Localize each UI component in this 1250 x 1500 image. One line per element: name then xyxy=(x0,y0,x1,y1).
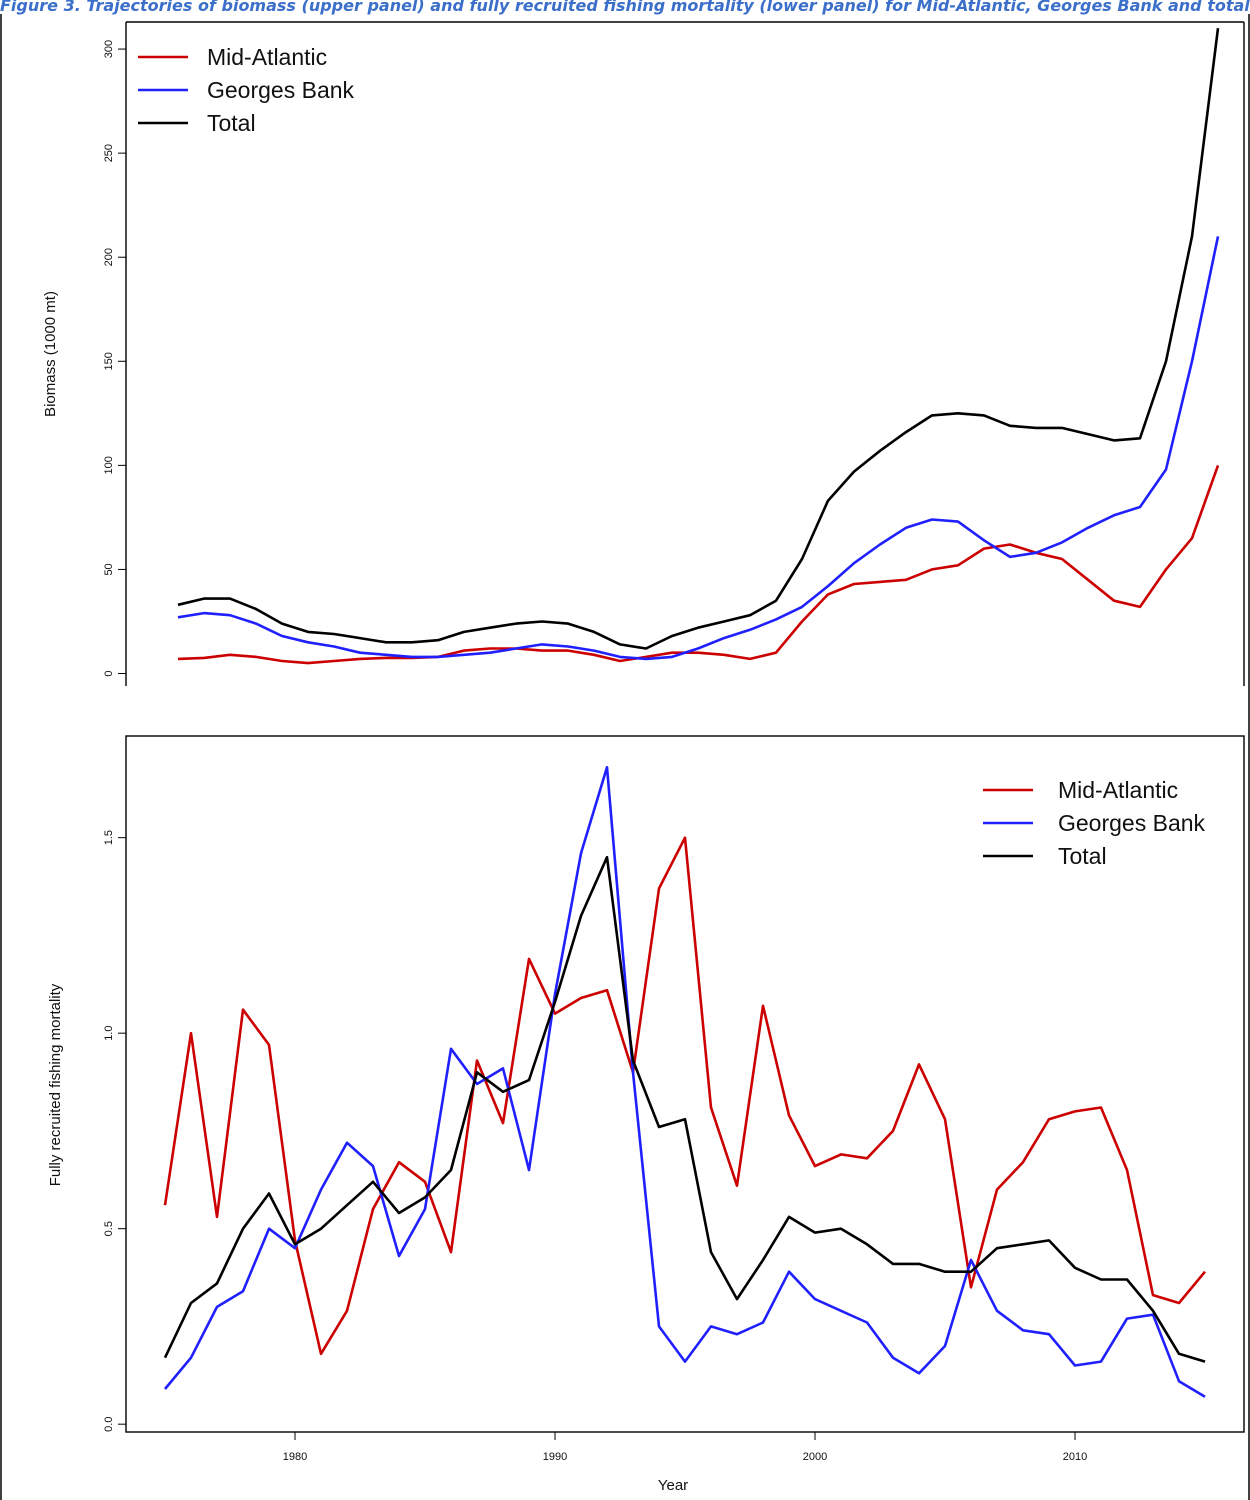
biomass-y-tick-label: 50 xyxy=(103,563,115,575)
mortality-y-tick-label: 0.5 xyxy=(103,1221,115,1236)
biomass-y-tick-label: 100 xyxy=(103,456,115,474)
mortality-x-tick-label: 2000 xyxy=(803,1451,827,1463)
biomass-legend-label-georges-bank: Georges Bank xyxy=(207,77,355,103)
mortality-x-tick-label: 2010 xyxy=(1063,1451,1087,1463)
mortality-plot-frame xyxy=(125,735,1245,1433)
biomass-y-tick-label: 0 xyxy=(103,670,115,676)
biomass-series-total xyxy=(177,28,1220,650)
mortality-series-lines xyxy=(163,765,1206,1398)
biomass-y-tick-label: 150 xyxy=(103,352,115,370)
mortality-series-mid-atlantic xyxy=(163,836,1206,1356)
biomass-series-mid-atlantic xyxy=(177,464,1220,665)
mortality-legend-label-georges-bank: Georges Bank xyxy=(1058,810,1206,836)
mortality-legend: Mid-Atlantic Georges Bank Total xyxy=(983,777,1206,869)
mortality-series-total xyxy=(163,855,1206,1363)
biomass-legend-label-total: Total xyxy=(207,110,256,136)
biomass-series-georges-bank xyxy=(177,236,1220,661)
biomass-y-tick-label: 250 xyxy=(103,144,115,162)
biomass-series-lines xyxy=(177,28,1220,665)
mortality-y-tick-label: 1.5 xyxy=(103,830,115,845)
mortality-x-axis: 1980 1990 2000 2010 xyxy=(283,1432,1087,1463)
biomass-legend-label-mid-atlantic: Mid-Atlantic xyxy=(207,44,327,70)
mortality-x-axis-title: Year xyxy=(658,1477,688,1494)
mortality-y-axis: 0.0 0.5 1.0 1.5 xyxy=(103,830,126,1432)
figure-caption: Figure 3. Trajectories of biomass (upper… xyxy=(0,0,1250,15)
mortality-series-georges-bank xyxy=(164,765,1206,1398)
biomass-y-axis-title: Biomass (1000 mt) xyxy=(42,291,59,417)
mortality-y-tick-label: 1.0 xyxy=(103,1026,115,1041)
mortality-legend-label-total: Total xyxy=(1058,843,1107,869)
mortality-x-tick-label: 1990 xyxy=(543,1451,567,1463)
biomass-legend: Mid-Atlantic Georges Bank Total xyxy=(138,44,355,136)
mortality-y-axis-title: Fully recruited fishing mortality xyxy=(47,983,64,1186)
mortality-y-tick-label: 0.0 xyxy=(103,1417,115,1432)
mortality-legend-label-mid-atlantic: Mid-Atlantic xyxy=(1058,777,1178,803)
biomass-y-tick-label: 300 xyxy=(103,40,115,58)
biomass-panel: 0 50 100 150 200 250 300 Biomass (1000 mt) Mid… xyxy=(42,21,1245,686)
mortality-x-tick-label: 1980 xyxy=(283,1451,307,1463)
mortality-panel: 0.0 0.5 1.0 1.5 1980 1990 2000 2010 Fully recr… xyxy=(47,735,1245,1494)
biomass-y-axis: 0 50 100 150 200 250 300 xyxy=(103,40,126,677)
biomass-y-tick-label: 200 xyxy=(103,248,115,266)
